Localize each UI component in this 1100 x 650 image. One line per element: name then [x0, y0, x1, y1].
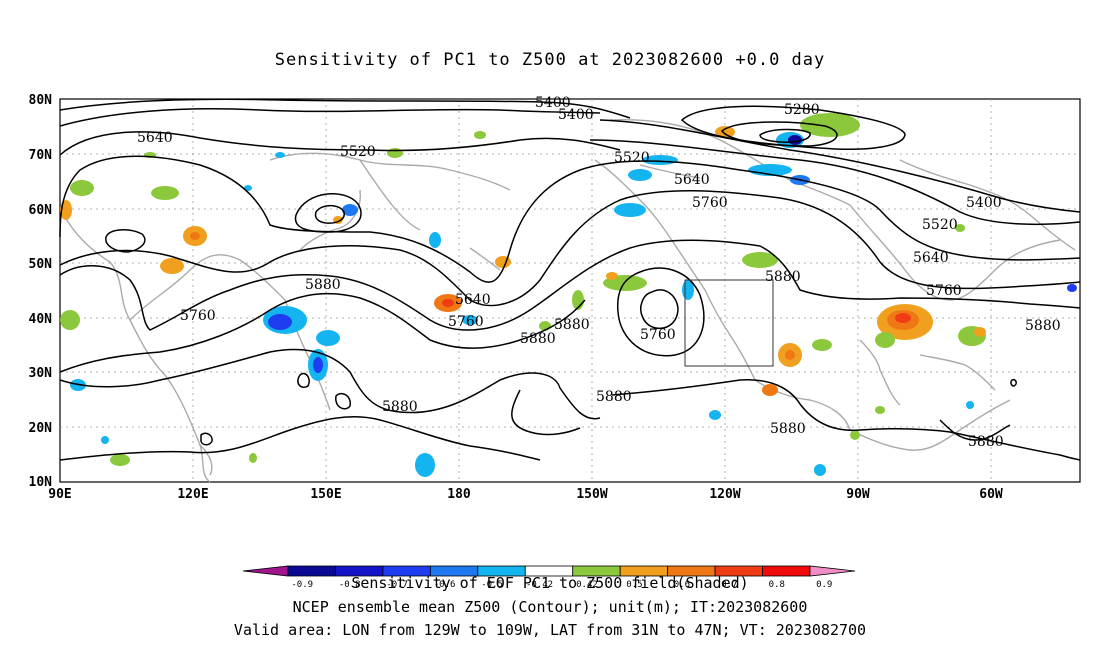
contour-label: 5640 — [913, 250, 949, 266]
colorbar-tick-label: 0.6 — [674, 580, 690, 590]
contour-label: 5280 — [784, 102, 820, 118]
lon-label: 90E — [48, 487, 71, 502]
contour-labels: 5400 5400 5280 5640 5520 5520 5640 5760 … — [137, 95, 1061, 450]
lon-axis: 90E 120E 150E 180 150W 120W 90W 60W — [48, 487, 1003, 502]
contour-label: 5520 — [340, 144, 376, 160]
z500-contours — [59, 98, 1081, 461]
contour-label: 5760 — [448, 314, 484, 330]
contour-label: 5880 — [596, 389, 632, 405]
colorbar: -0.9 -0.8 -0.7 -0.6 -0.5 -0.42 0.42 0.5 0.6 0.7 0.… — [242, 565, 856, 590]
contour-label: 5760 — [180, 308, 216, 324]
contour-label: 5880 — [770, 421, 806, 437]
colorbar-high-extension — [809, 565, 856, 577]
caption-valid-area: Valid area: LON from 129W to 109W, LAT f… — [233, 621, 867, 639]
lat-label: 60N — [29, 203, 53, 218]
colorbar-tick-label: 0.8 — [769, 580, 785, 590]
contour-label: 5880 — [554, 317, 590, 333]
colorbar-tick-label: 0.7 — [721, 580, 737, 590]
lon-label: 180 — [447, 487, 471, 502]
contour-label: 5760 — [640, 327, 676, 343]
caption-contour: NCEP ensemble mean Z500 (Contour); unit(… — [292, 598, 808, 616]
colorbar-tick-label: -0.6 — [434, 580, 456, 590]
lat-label: 30N — [29, 366, 53, 381]
colorbar-tick-label: 0.9 — [816, 580, 832, 590]
coastlines — [61, 118, 1076, 483]
contour-label: 5400 — [535, 95, 571, 111]
lon-label: 150W — [576, 487, 607, 502]
contour-label: 5640 — [137, 130, 173, 146]
contour-label: 5880 — [1025, 318, 1061, 334]
contour-label: 5880 — [968, 434, 1004, 450]
contour-label: 5520 — [922, 217, 958, 233]
lon-label: 60W — [979, 487, 1003, 502]
contour-label: 5400 — [966, 195, 1002, 211]
colorbar-tick-label: -0.42 — [526, 580, 553, 590]
contour-label: 5760 — [692, 195, 728, 211]
contour-label: 5640 — [455, 292, 491, 308]
lat-label: 10N — [29, 475, 53, 490]
contour-label: 5640 — [674, 172, 710, 188]
lat-label: 20N — [29, 421, 53, 436]
map-title: Sensitivity of PC1 to Z500 at 2023082600… — [274, 50, 826, 70]
lat-label: 50N — [29, 257, 53, 272]
lon-label: 120W — [709, 487, 740, 502]
contour-label: 5400 — [558, 107, 594, 123]
lat-label: 80N — [29, 93, 53, 108]
lon-label: 150E — [310, 487, 341, 502]
lat-label: 70N — [29, 148, 53, 163]
valid-area-box — [684, 279, 774, 367]
colorbar-tick-label: 0.5 — [626, 580, 642, 590]
colorbar-tick-label: -0.9 — [291, 580, 313, 590]
colorbar-tick-label: -0.8 — [339, 580, 361, 590]
contour-label: 5880 — [305, 277, 341, 293]
colorbar-tick-label: -0.5 — [481, 580, 503, 590]
lat-axis: 80N 70N 60N 50N 40N 30N 20N 10N — [29, 93, 53, 490]
lon-label: 120E — [177, 487, 208, 502]
colorbar-tick-label: 0.42 — [576, 580, 598, 590]
lat-label: 40N — [29, 312, 53, 327]
contour-label: 5520 — [614, 150, 650, 166]
contour-label: 5760 — [926, 283, 962, 299]
contour-label: 5880 — [765, 269, 801, 285]
contour-label: 5880 — [520, 331, 556, 347]
caption-shading: Sensitivity of EOF PC1 to Z500 field(Sha… — [351, 574, 749, 592]
colorbar-tick-label: -0.7 — [386, 580, 408, 590]
contour-label: 5880 — [382, 399, 418, 415]
lon-label: 90W — [846, 487, 870, 502]
sensitivity-shading — [60, 113, 1077, 477]
